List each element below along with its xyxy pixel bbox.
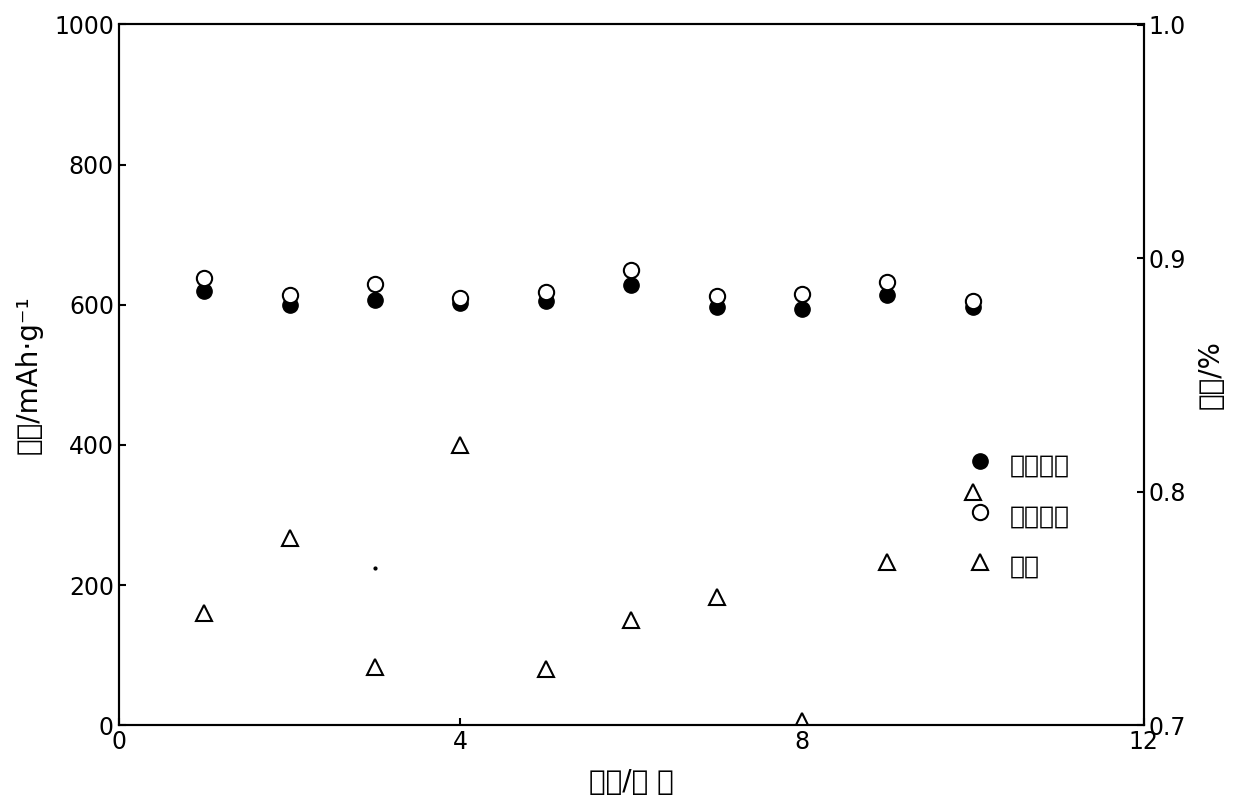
效率 — [367, 662, 382, 672]
Y-axis label: 容量/mAh·g⁻¹: 容量/mAh·g⁻¹ — [15, 295, 43, 454]
效率 — [965, 487, 980, 496]
放电容量 — [795, 304, 810, 314]
放电容量 — [538, 297, 553, 307]
放电容量 — [453, 298, 467, 307]
充电容量 — [538, 287, 553, 297]
放电容量 — [880, 290, 895, 300]
放电容量 — [367, 295, 382, 305]
放电容量 — [197, 286, 212, 296]
充电容量 — [453, 293, 467, 303]
Legend: 放电容量, 充电容量, 效率: 放电容量, 充电容量, 效率 — [960, 440, 1080, 590]
效率 — [880, 557, 895, 567]
充电容量 — [367, 279, 382, 289]
充电容量 — [965, 297, 980, 307]
充电容量 — [880, 277, 895, 287]
放电容量 — [283, 300, 298, 310]
充电容量 — [709, 291, 724, 301]
X-axis label: 循环/次 数: 循环/次 数 — [589, 768, 673, 796]
放电容量 — [965, 302, 980, 311]
Line: 放电容量: 放电容量 — [197, 277, 981, 316]
效率 — [538, 664, 553, 674]
效率 — [624, 616, 639, 625]
效率 — [283, 534, 298, 543]
效率 — [709, 592, 724, 602]
Line: 充电容量: 充电容量 — [197, 262, 981, 309]
充电容量 — [197, 273, 212, 283]
充电容量 — [283, 290, 298, 300]
充电容量 — [624, 265, 639, 275]
Y-axis label: 效率/%: 效率/% — [1197, 341, 1225, 410]
充电容量 — [795, 290, 810, 299]
放电容量 — [709, 302, 724, 311]
放电容量 — [624, 281, 639, 290]
效率 — [795, 716, 810, 726]
效率 — [197, 608, 212, 618]
Line: 效率: 效率 — [197, 437, 981, 728]
效率 — [453, 440, 467, 450]
